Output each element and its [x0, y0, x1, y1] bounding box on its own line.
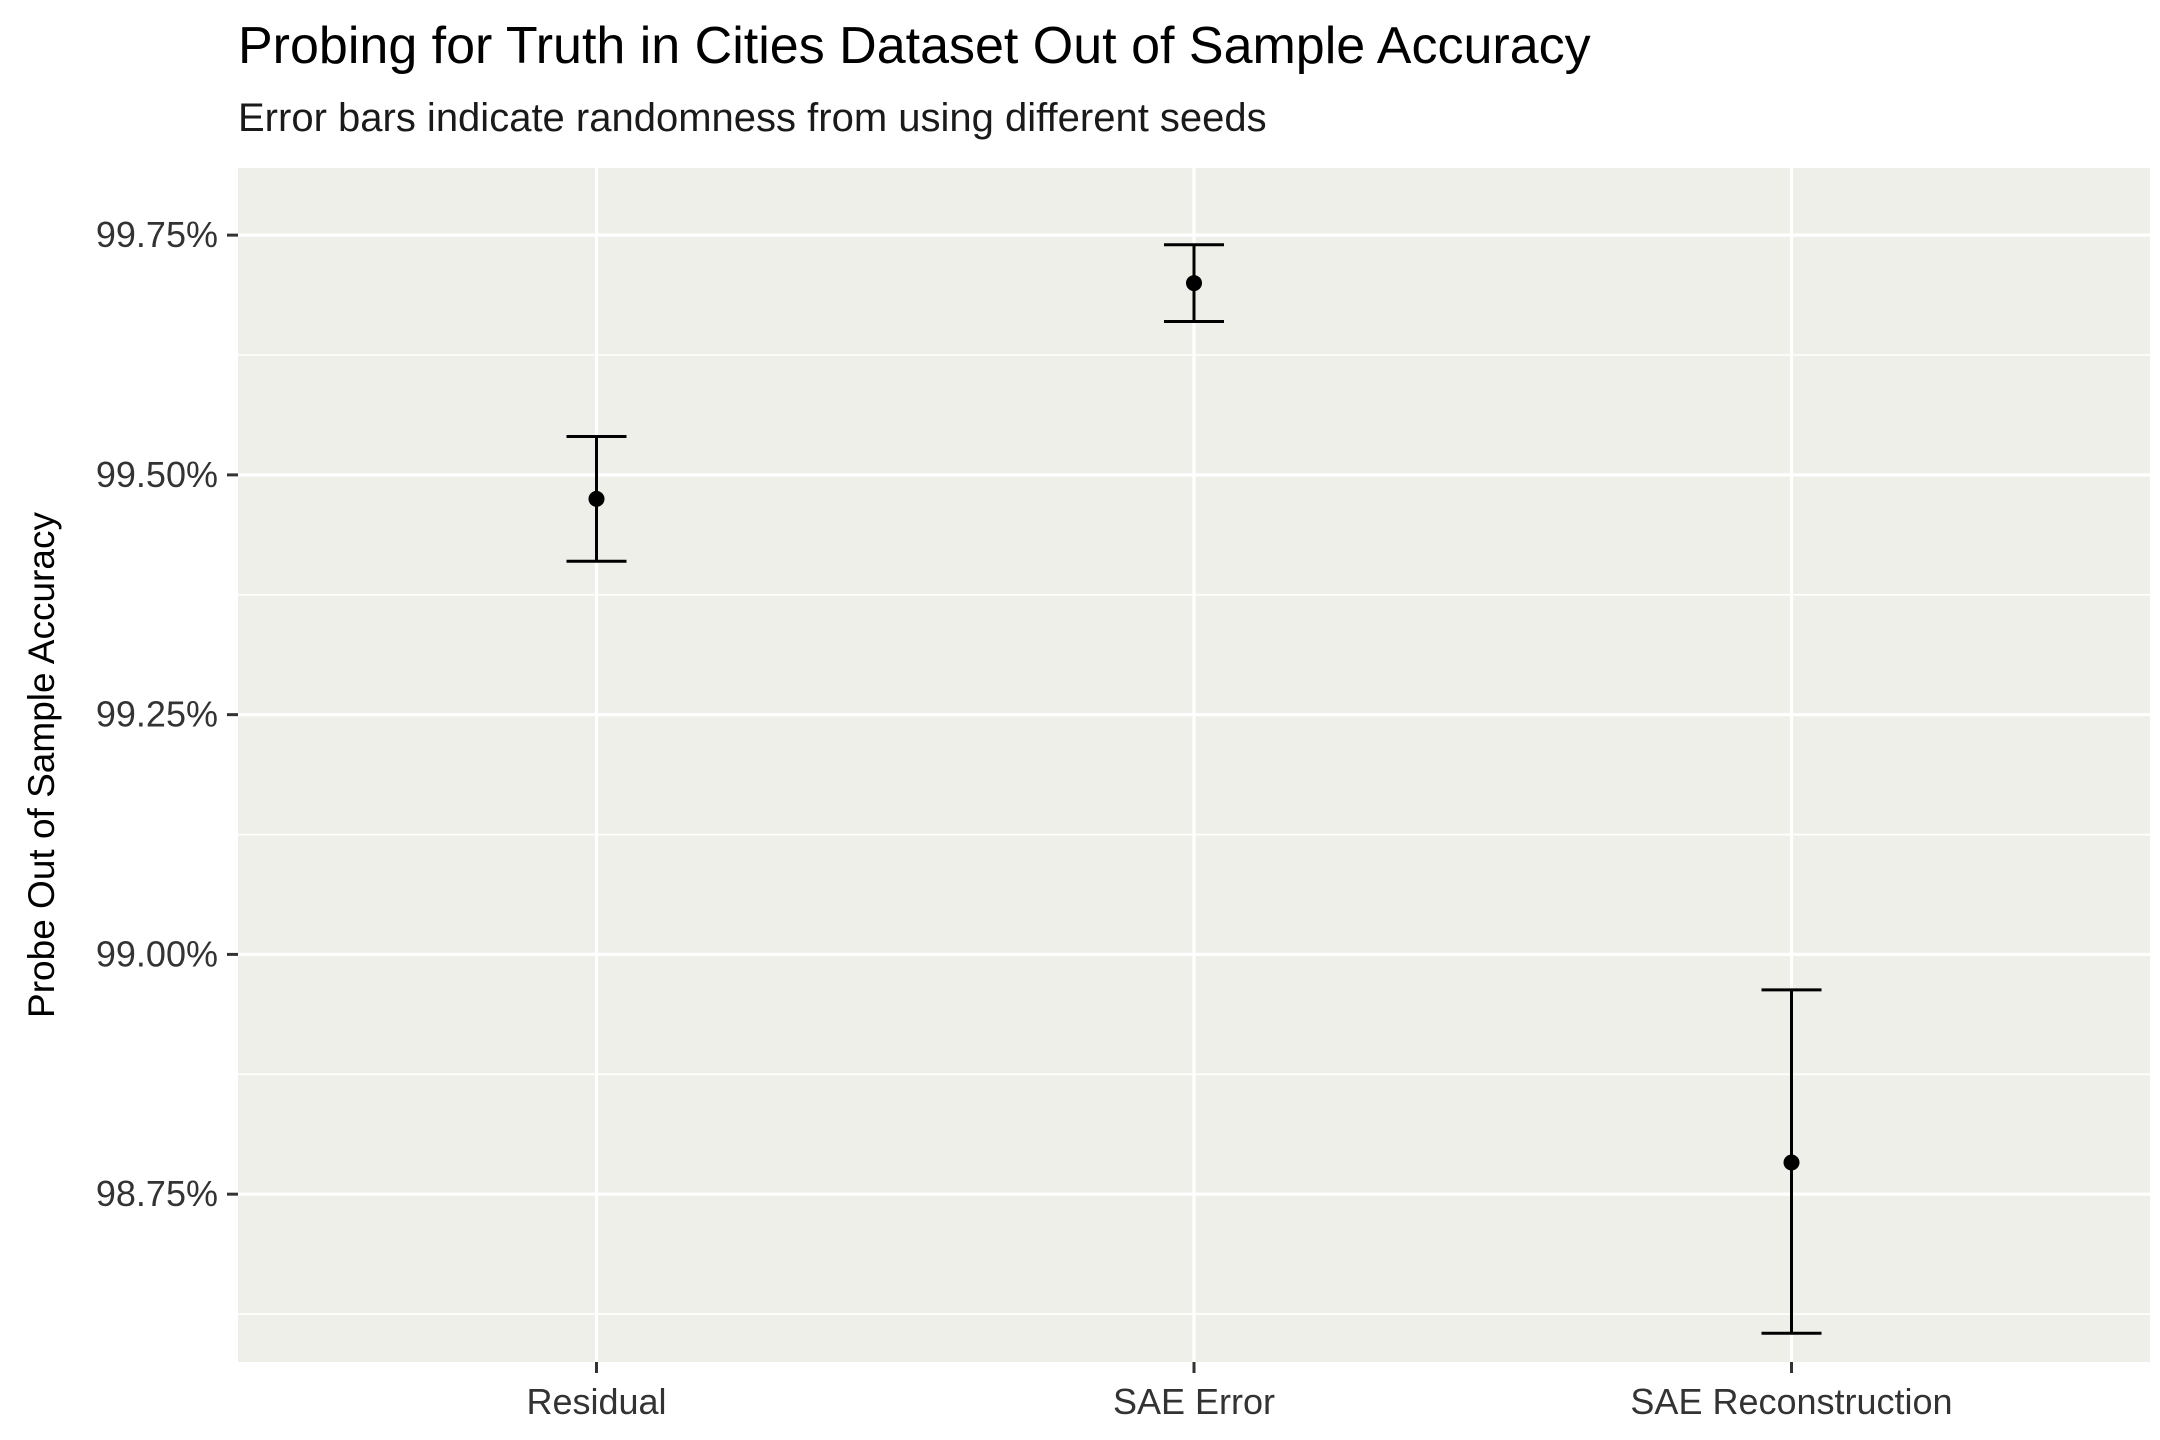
y-axis-title: Probe Out of Sample Accuracy	[21, 512, 62, 1018]
axes: 98.75% 99.00% 99.25% 99.50% 99.75% Residual SA…	[96, 214, 1953, 1422]
y-tick-label: 99.25%	[96, 694, 218, 735]
grid-lines	[238, 168, 2150, 1362]
y-tick-label: 99.75%	[96, 214, 218, 255]
data-marks	[566, 243, 1822, 1335]
point-sae-reconstruction	[1783, 1154, 1800, 1171]
y-tick-label: 99.00%	[96, 933, 218, 974]
chart-title: Probing for Truth in Cities Dataset Out …	[238, 17, 1591, 75]
point-sae-error	[1186, 275, 1202, 292]
point-residual	[588, 490, 605, 507]
y-tick-label: 99.50%	[96, 454, 218, 495]
x-tick-label: SAE Reconstruction	[1630, 1381, 1952, 1422]
x-tick-label: SAE Error	[1113, 1381, 1275, 1422]
y-tick-label: 98.75%	[96, 1173, 218, 1214]
x-tick-label: Residual	[526, 1381, 666, 1422]
chart-subtitle: Error bars indicate randomness from usin…	[238, 96, 1267, 140]
